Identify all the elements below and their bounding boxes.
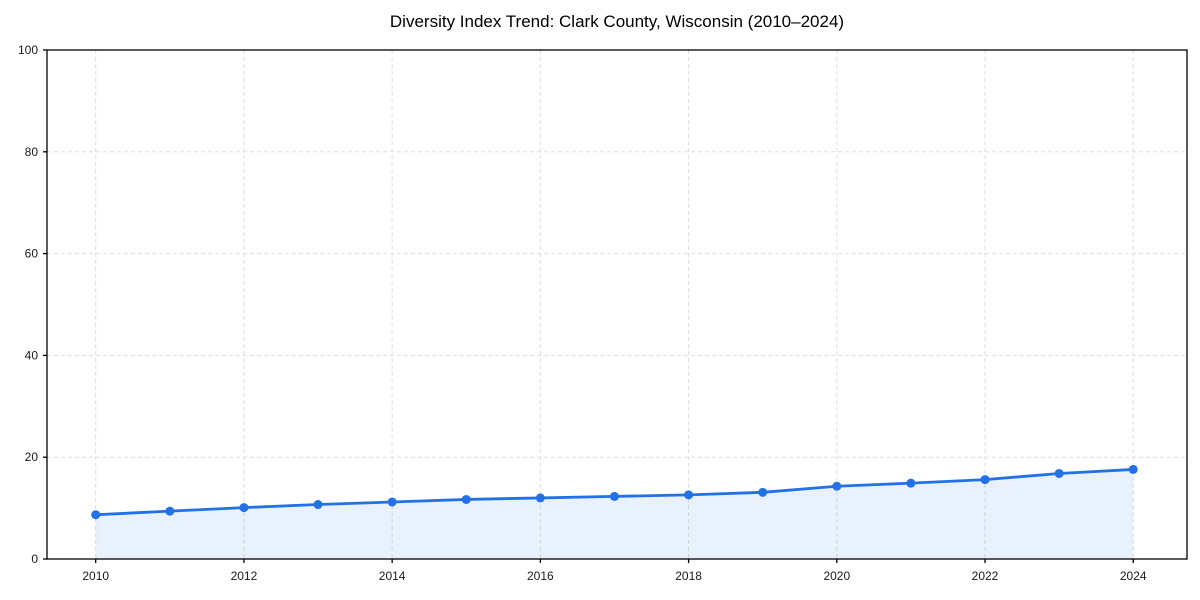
data-point-2022 (980, 475, 990, 485)
data-point-2014 (387, 497, 397, 507)
data-point-2010 (91, 510, 101, 520)
x-tick-label: 2018 (675, 569, 702, 583)
y-tick-label: 100 (18, 43, 38, 57)
data-point-2016 (535, 493, 545, 503)
plot-border (46, 49, 1188, 560)
data-point-2020 (832, 481, 842, 491)
data-point-2012 (239, 503, 249, 513)
y-tick-label: 20 (25, 450, 39, 464)
data-point-2018 (684, 490, 694, 500)
y-tick-label: 60 (25, 247, 39, 261)
data-point-2015 (461, 494, 471, 504)
x-tick-label: 2020 (823, 569, 850, 583)
data-point-2021 (906, 478, 916, 488)
x-tick-label: 2024 (1120, 569, 1147, 583)
area-fill (95, 469, 1134, 559)
data-point-2011 (165, 506, 175, 516)
data-point-2023 (1054, 468, 1064, 478)
x-tick-label: 2022 (972, 569, 999, 583)
y-tick-label: 80 (25, 145, 39, 159)
y-tick-label: 0 (31, 552, 38, 566)
data-point-2017 (609, 491, 619, 501)
y-tick-label: 40 (25, 348, 39, 362)
data-point-2019 (758, 487, 768, 497)
x-tick-label: 2010 (82, 569, 109, 583)
x-tick-label: 2012 (231, 569, 258, 583)
x-tick-label: 2014 (379, 569, 406, 583)
chart-title: Diversity Index Trend: Clark County, Wis… (389, 12, 845, 31)
data-point-2024 (1128, 464, 1138, 474)
x-tick-label: 2016 (527, 569, 554, 583)
data-point-2013 (313, 500, 323, 510)
